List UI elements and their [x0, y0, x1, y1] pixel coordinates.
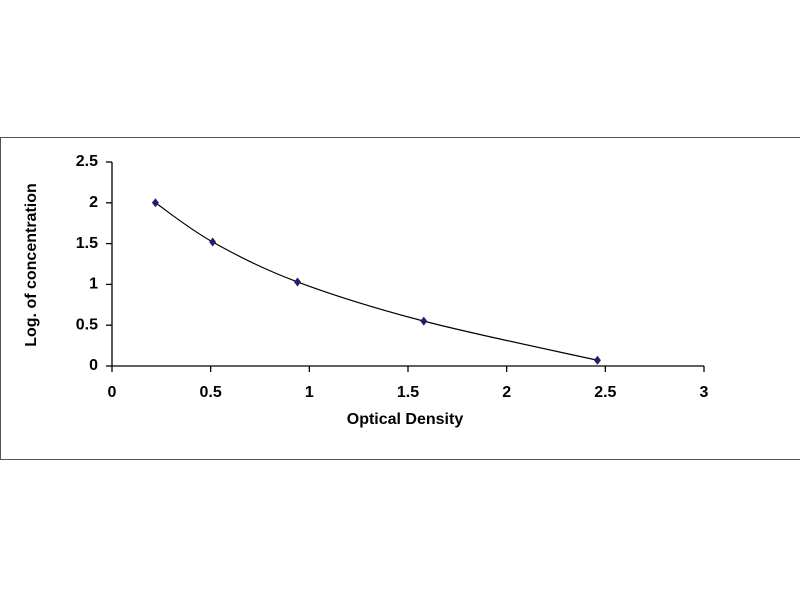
data-point	[151, 198, 159, 208]
fit-curve	[155, 202, 598, 361]
x-tick-label: 3	[700, 384, 709, 401]
y-tick-label: 0	[89, 357, 98, 374]
data-point	[293, 277, 301, 287]
x-tick-label: 2.5	[594, 384, 616, 401]
x-tick-label: 0.5	[200, 384, 222, 401]
y-tick-label: 1	[89, 276, 98, 293]
x-tick-label: 2	[502, 384, 511, 401]
data-point	[209, 237, 217, 247]
y-tick-label: 2.5	[76, 153, 98, 170]
chart-frame	[0, 137, 800, 460]
y-axis-title: Log. of concentration	[23, 183, 40, 347]
x-tick-label: 0	[108, 384, 117, 401]
x-tick-label: 1	[305, 384, 314, 401]
x-tick-label: 1.5	[397, 384, 419, 401]
x-axis-title: Optical Density	[347, 411, 464, 428]
y-tick-label: 1.5	[76, 235, 98, 252]
y-tick-label: 2	[89, 194, 98, 211]
y-tick-label: 0.5	[76, 316, 98, 333]
data-point	[420, 316, 428, 326]
data-point	[593, 355, 601, 365]
